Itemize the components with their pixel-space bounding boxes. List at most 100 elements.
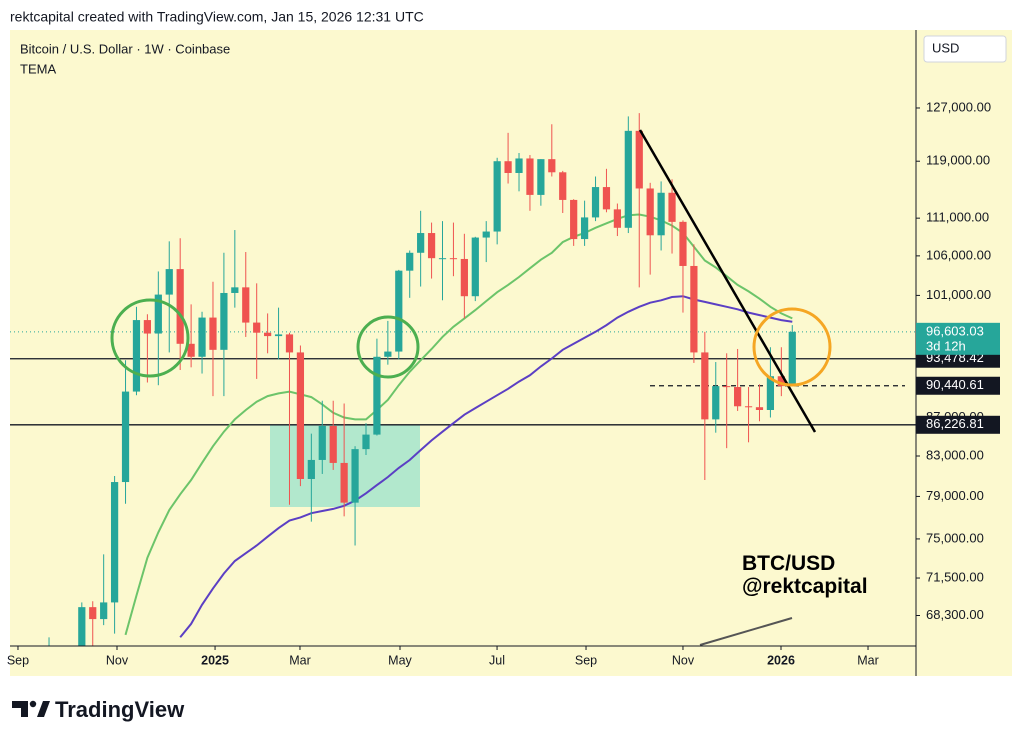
candle-body xyxy=(231,287,239,293)
candle-body xyxy=(657,192,665,236)
currency-button[interactable] xyxy=(923,35,1007,63)
candle-body xyxy=(744,406,753,408)
candle-body xyxy=(329,425,337,463)
series-layer xyxy=(10,113,916,684)
candle-body xyxy=(406,252,414,271)
watermark: @rektcapital xyxy=(742,575,868,598)
candle-body xyxy=(351,449,359,503)
last-price-label: 96,603.03 xyxy=(926,323,984,338)
candle-body xyxy=(646,188,654,236)
candle-body xyxy=(788,331,796,387)
candle-body xyxy=(165,269,173,295)
candle-body xyxy=(264,332,272,337)
candle-body xyxy=(362,434,370,450)
candle-body xyxy=(755,407,764,410)
indicator-line xyxy=(179,295,793,638)
indicator-label: TEMA xyxy=(20,61,56,76)
candle-body xyxy=(318,425,326,460)
candle-body xyxy=(67,683,74,684)
candle-body xyxy=(635,130,643,189)
drawings xyxy=(110,129,832,646)
logo-mark xyxy=(12,701,28,717)
candle-body xyxy=(143,320,151,334)
x-tick-label: Jul xyxy=(489,653,505,667)
candle-body xyxy=(438,258,447,260)
candle-body xyxy=(384,351,392,357)
candle-body xyxy=(395,270,403,352)
y-tick-label: 101,000.00 xyxy=(926,287,991,302)
candle-body xyxy=(493,161,501,232)
x-tick-label: Sep xyxy=(575,653,597,667)
plot-area xyxy=(10,113,916,684)
candle-body xyxy=(209,317,217,350)
candle-body xyxy=(220,292,228,350)
candle-body xyxy=(340,462,348,503)
y-tick-label: 83,000.00 xyxy=(926,447,984,462)
y-tick-label: 79,000.00 xyxy=(926,488,984,503)
highlight-circle xyxy=(356,315,420,379)
x-tick-label: May xyxy=(388,653,412,667)
candle-body xyxy=(723,386,731,388)
candle-body xyxy=(548,159,556,173)
candle-body xyxy=(559,172,567,200)
candle-body xyxy=(591,187,600,218)
candle-body xyxy=(580,217,589,240)
countdown-label: 3d 12h xyxy=(926,338,966,353)
candle-body xyxy=(690,265,698,353)
logo-mark xyxy=(29,700,37,708)
candle-body xyxy=(624,130,632,228)
price-level-tag xyxy=(916,376,1000,395)
footer-brand: TradingView xyxy=(55,697,185,722)
price-level-label: 86,226.81 xyxy=(926,416,984,431)
candle-body xyxy=(274,334,283,337)
candle-body xyxy=(701,352,709,420)
candle-body xyxy=(679,221,687,266)
x-tick-label: Mar xyxy=(857,653,879,667)
candle-body xyxy=(602,187,611,210)
x-tick-label: Nov xyxy=(106,653,129,667)
candle-body xyxy=(712,386,720,420)
candle-body xyxy=(242,287,250,323)
y-tick-label: 119,000.00 xyxy=(926,153,990,168)
watermark: BTC/USD xyxy=(742,552,835,575)
candle-body xyxy=(526,158,534,195)
trend-line xyxy=(699,617,793,646)
last-price-tag xyxy=(916,322,1000,355)
y-tick-label: 75,000.00 xyxy=(926,530,984,545)
x-tick-label: 2026 xyxy=(767,653,795,667)
candle-body xyxy=(78,607,86,646)
candle-body xyxy=(110,482,119,603)
candle-body xyxy=(198,317,206,357)
highlight-circle xyxy=(110,298,190,378)
price-level-tag xyxy=(916,415,1000,434)
x-tick-label: 2025 xyxy=(201,653,229,667)
candle-body xyxy=(253,322,261,333)
trend-line xyxy=(638,129,817,433)
footer-logo xyxy=(12,700,50,717)
candle-body xyxy=(187,343,195,357)
chart-background xyxy=(10,30,1012,676)
candle-body xyxy=(570,199,578,240)
candle-body xyxy=(668,192,676,222)
y-tick-label: 71,500.00 xyxy=(926,569,984,584)
y-tick-label: 68,300.00 xyxy=(926,607,984,622)
candle-body xyxy=(121,391,130,483)
candle-body xyxy=(296,352,305,479)
currency-label: USD xyxy=(932,40,959,55)
candle-body xyxy=(89,607,97,620)
axes: 127,000.00 119,000.00 111,000.00 106,000.00… xyxy=(7,99,1000,667)
chart-title: Bitcoin / U.S. Dollar · 1W · Coinbase xyxy=(20,41,230,56)
candle-body xyxy=(427,233,436,259)
candle-body xyxy=(307,459,315,479)
x-tick-label: Nov xyxy=(672,653,695,667)
y-tick-label: 111,000.00 xyxy=(926,210,989,225)
x-tick-label: Sep xyxy=(7,653,29,667)
candle-body xyxy=(504,161,512,173)
candle-body xyxy=(482,231,490,238)
highlight-circle xyxy=(752,307,832,387)
candle-body xyxy=(613,209,621,228)
candle-body xyxy=(460,258,468,297)
candle-body xyxy=(449,258,458,260)
y-tick-label: 127,000.00 xyxy=(926,99,991,114)
candle-body xyxy=(176,269,184,344)
